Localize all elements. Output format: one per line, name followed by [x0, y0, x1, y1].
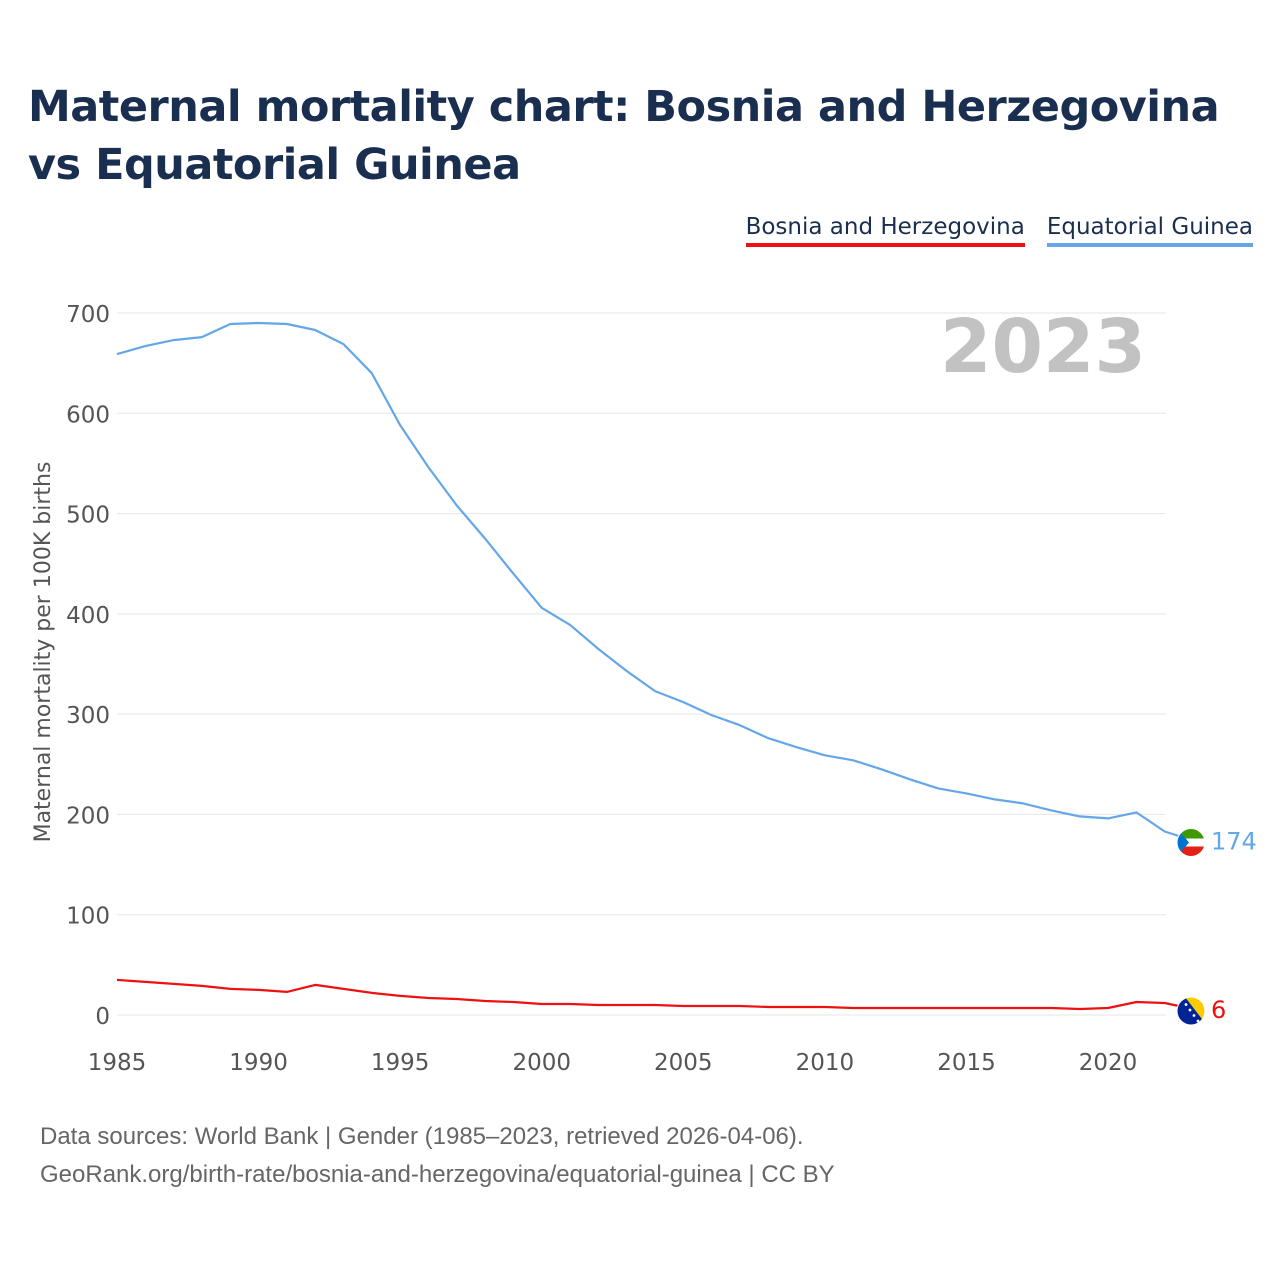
flag-triangle — [1177, 828, 1189, 857]
end-value-label: 6 — [1211, 996, 1226, 1024]
bosnia-flag-icon — [1176, 996, 1206, 1026]
y-tick-label: 500 — [66, 503, 110, 529]
flag-star — [1192, 1014, 1196, 1017]
line-chart: 0 100 200 300 400 500 600 700 1985 1990 1995 2000 20… — [31, 302, 1257, 1076]
legend-item-equatorial-guinea[interactable]: Equatorial Guinea — [1046, 214, 1253, 247]
flag-border — [1176, 996, 1206, 1026]
x-tick-label: 2015 — [937, 1050, 996, 1076]
y-tick-label: 400 — [66, 603, 110, 629]
flag-stripe-green — [1177, 828, 1205, 839]
chart-title: Maternal mortality chart: Bosnia and Her… — [28, 82, 1220, 190]
y-tick-label: 100 — [66, 904, 110, 930]
equatorial-guinea-flag-icon — [1176, 828, 1206, 858]
flag-body — [1177, 996, 1205, 1025]
flag-stripe-white — [1177, 838, 1205, 847]
flag-star — [1196, 1019, 1200, 1023]
flag-star — [1184, 1003, 1188, 1006]
y-axis-label: Maternal mortality per 100K births — [31, 462, 56, 843]
x-tick-label: 2005 — [654, 1050, 713, 1076]
flag-stripe-red — [1177, 846, 1205, 857]
flag-border — [1176, 828, 1206, 858]
flag-triangle-yellow — [1185, 996, 1205, 1023]
flag-body — [1177, 828, 1205, 857]
y-tick-label: 600 — [66, 402, 110, 428]
data-source: Data sources: World Bank | Gender (1985–… — [40, 1118, 835, 1194]
x-tick-label: 1985 — [88, 1050, 147, 1076]
year-watermark: 2023 — [940, 304, 1146, 390]
y-tick-label: 200 — [66, 803, 110, 829]
y-tick-label: 300 — [66, 703, 110, 729]
end-value-label: 174 — [1211, 828, 1257, 856]
y-tick-label: 700 — [66, 302, 110, 328]
source-line-2[interactable]: GeoRank.org/birth-rate/bosnia-and-herzeg… — [40, 1161, 835, 1188]
legend: Bosnia and Herzegovina Equatorial Guinea — [745, 214, 1253, 247]
source-line-1: Data sources: World Bank | Gender (1985–… — [40, 1123, 804, 1150]
x-tick-label: 2000 — [512, 1050, 571, 1076]
y-tick-label: 0 — [95, 1004, 110, 1030]
x-tick-label: 2020 — [1079, 1050, 1138, 1076]
series-line-bosnia — [116, 978, 1194, 1011]
x-tick-label: 1990 — [229, 1050, 288, 1076]
legend-item-bosnia[interactable]: Bosnia and Herzegovina — [745, 214, 1025, 247]
x-tick-label: 2010 — [796, 1050, 855, 1076]
series-line-equatorial-guinea — [116, 321, 1194, 842]
flag-star — [1188, 1008, 1192, 1012]
x-tick-label: 1995 — [371, 1050, 430, 1076]
